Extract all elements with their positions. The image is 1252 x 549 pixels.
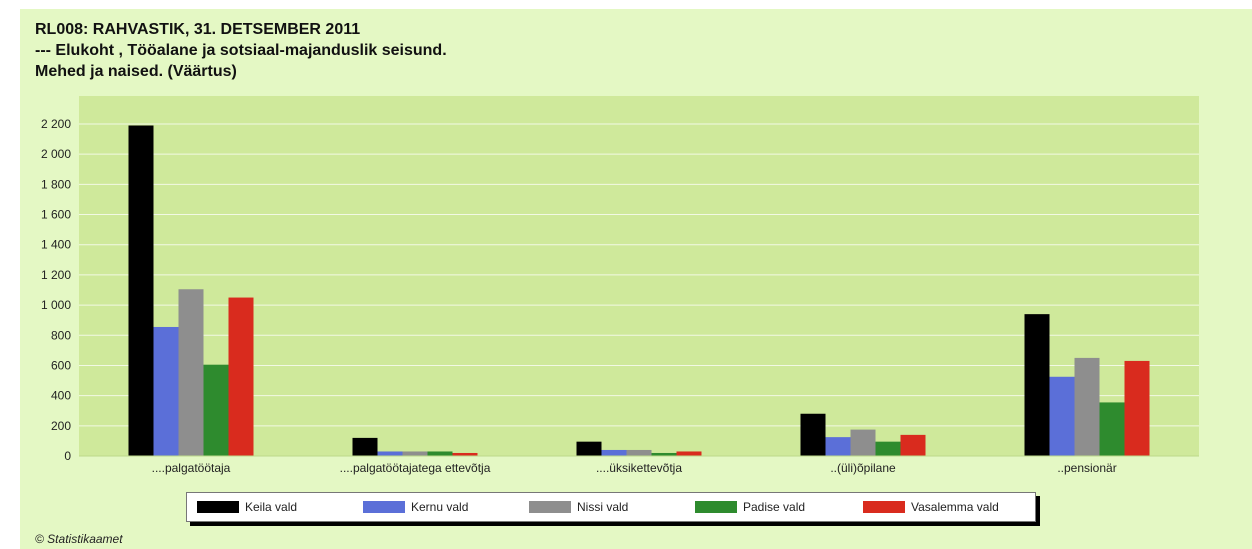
bar-kernu-vald [601, 449, 627, 456]
y-tick-label: 400 [51, 389, 71, 403]
bar-vasalemma-vald [1124, 360, 1150, 456]
bar-padise-vald [203, 364, 229, 456]
legend-swatch [863, 501, 905, 513]
bar-padise-vald [1099, 402, 1125, 456]
legend-item: Vasalemma vald [863, 498, 999, 516]
legend-label: Vasalemma vald [911, 500, 999, 514]
x-category-label: ..pensionär [1057, 461, 1116, 475]
bar-keila-vald [800, 413, 826, 456]
chart-subtitle-2: Mehed ja naised. (Väärtus) [35, 63, 237, 80]
bar-padise-vald [427, 451, 453, 456]
legend-swatch [197, 501, 239, 513]
bar-padise-vald [875, 441, 901, 456]
chart-title: RL008: RAHVASTIK, 31. DETSEMBER 2011 [35, 21, 361, 38]
y-tick-label: 800 [51, 328, 71, 342]
bar-vasalemma-vald [452, 452, 478, 456]
y-tick-label: 1 800 [41, 177, 71, 191]
y-tick-label: 0 [64, 449, 71, 463]
legend-label: Keila vald [245, 500, 298, 514]
y-tick-label: 1 200 [41, 268, 71, 282]
bar-kernu-vald [1049, 376, 1075, 456]
legend-label: Nissi vald [577, 500, 629, 514]
bar-kernu-vald [825, 437, 851, 456]
y-tick-label: 2 000 [41, 147, 71, 161]
bar-keila-vald [352, 437, 378, 456]
bar-kernu-vald [377, 451, 403, 456]
legend-swatch [695, 501, 737, 513]
bar-vasalemma-vald [900, 434, 926, 456]
bar-keila-vald [576, 441, 602, 456]
legend-item: Padise vald [695, 498, 805, 516]
bar-vasalemma-vald [228, 297, 254, 456]
x-category-label: ..(üli)õpilane [830, 461, 896, 475]
y-tick-label: 1 400 [41, 238, 71, 252]
chart-subtitle: --- Elukoht , Tööalane ja sotsiaal-majan… [35, 42, 447, 59]
y-tick-label: 2 200 [41, 117, 71, 131]
bar-keila-vald [128, 125, 154, 456]
copyright-footer: © Statistikaamet [35, 532, 123, 546]
y-tick-label: 1 600 [41, 208, 71, 222]
legend-swatch [529, 501, 571, 513]
legend-item: Kernu vald [363, 498, 468, 516]
bar-nissi-vald [402, 451, 428, 456]
legend-swatch [363, 501, 405, 513]
legend-item: Keila vald [197, 498, 297, 516]
x-category-label: ....palgatöötaja [152, 461, 231, 475]
bar-padise-vald [651, 452, 677, 456]
y-tick-label: 600 [51, 358, 71, 372]
legend-item: Nissi vald [529, 498, 628, 516]
bar-nissi-vald [1074, 357, 1100, 456]
chart-legend: Keila vald Kernu vald Nissi vald Padise val… [186, 492, 1036, 522]
y-tick-label: 1 000 [41, 298, 71, 312]
bar-kernu-vald [153, 326, 179, 456]
bar-vasalemma-vald [676, 451, 702, 456]
x-category-label: ....üksikettevõtja [596, 461, 682, 475]
legend-label: Padise vald [743, 500, 806, 514]
bar-nissi-vald [850, 429, 876, 456]
y-tick-label: 200 [51, 419, 71, 433]
x-category-label: ....palgatöötajatega ettevõtja [340, 461, 491, 475]
bar-nissi-vald [626, 449, 652, 456]
bar-nissi-vald [178, 289, 204, 456]
bar-keila-vald [1024, 314, 1050, 456]
legend-label: Kernu vald [411, 500, 469, 514]
